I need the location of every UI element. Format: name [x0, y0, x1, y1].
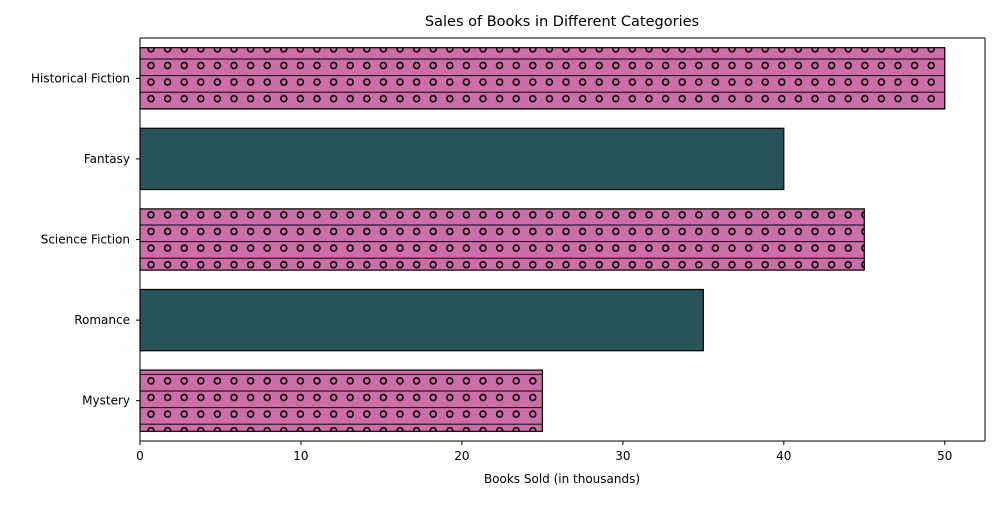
chart-title: Sales of Books in Different Categories — [425, 14, 699, 30]
bar-science-fiction — [139, 208, 865, 271]
x-tick-label: 30 — [615, 449, 630, 463]
y-tick-label: Historical Fiction — [31, 71, 130, 85]
y-tick-label: Romance — [74, 313, 130, 327]
y-tick-label: Science Fiction — [41, 233, 130, 247]
bar-mystery — [139, 369, 543, 432]
bar-romance — [139, 288, 704, 352]
x-tick-label: 40 — [776, 449, 791, 463]
x-tick-label: 0 — [136, 449, 144, 463]
axes-group: Mystery Romance Science Fiction Fantasy Hist… — [31, 37, 986, 463]
x-axis-label: Books Sold (in thousands) — [484, 472, 640, 486]
bar-fantasy — [139, 127, 785, 191]
x-tick-label: 20 — [454, 449, 469, 463]
bars-group — [139, 47, 946, 432]
bar-historical-fiction — [139, 47, 946, 110]
x-tick-label: 10 — [293, 449, 308, 463]
x-tick-label: 50 — [937, 449, 952, 463]
y-tick-label: Fantasy — [84, 152, 130, 166]
y-tick-label: Mystery — [82, 394, 130, 408]
